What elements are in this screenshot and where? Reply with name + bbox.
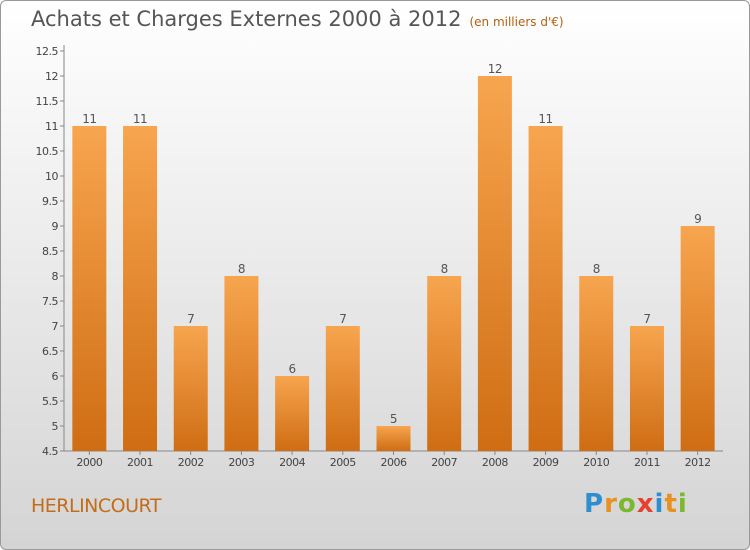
x-tick-label: 2007: [431, 456, 457, 469]
data-label: 11: [133, 112, 147, 126]
bar: [528, 126, 563, 451]
x-tick-label: 2010: [583, 456, 609, 469]
bar: [579, 276, 614, 451]
data-label: 8: [593, 262, 600, 276]
data-label: 11: [82, 112, 96, 126]
bar: [376, 426, 411, 451]
data-label: 5: [390, 412, 397, 426]
y-tick-label: 7.5: [42, 295, 58, 308]
data-label: 12: [488, 62, 502, 76]
x-tick-label: 2008: [482, 456, 508, 469]
y-tick-label: 10.5: [36, 145, 59, 158]
y-tick-label: 4.5: [42, 445, 58, 458]
bar: [477, 76, 512, 451]
logo-letter: t: [664, 489, 678, 519]
y-tick-label: 8.5: [42, 245, 58, 258]
y-tick-label: 12: [45, 70, 58, 83]
data-label: 6: [289, 362, 296, 376]
bar: [123, 126, 158, 451]
y-tick-label: 9.5: [42, 195, 58, 208]
logo-letter: r: [604, 489, 618, 519]
data-label: 7: [339, 312, 346, 326]
x-tick-label: 2002: [178, 456, 204, 469]
y-tick-label: 12.5: [36, 45, 59, 58]
logo-letter: i: [654, 489, 665, 519]
bar: [680, 226, 715, 451]
bar: [72, 126, 107, 451]
data-label: 8: [441, 262, 448, 276]
bar: [629, 326, 664, 451]
bar: [173, 326, 208, 451]
x-tick-label: 2003: [228, 456, 254, 469]
logo-letter: P: [584, 489, 605, 519]
x-tick-label: 2009: [533, 456, 559, 469]
data-label: 7: [187, 312, 194, 326]
proxiti-logo: Proxiti: [584, 489, 688, 519]
chart-title-text: Achats et Charges Externes 2000 à 2012: [31, 7, 462, 31]
data-label: 8: [238, 262, 245, 276]
y-tick-label: 6: [52, 370, 59, 383]
x-tick-label: 2000: [76, 456, 102, 469]
data-label: 7: [643, 312, 650, 326]
chart-bars: [72, 76, 715, 451]
y-tick-label: 5: [52, 420, 59, 433]
y-tick-label: 6.5: [42, 345, 58, 358]
logo-letter: x: [636, 489, 655, 519]
data-label: 11: [538, 112, 552, 126]
x-tick-label: 2012: [685, 456, 711, 469]
y-tick-label: 10: [45, 170, 58, 183]
bar: [275, 376, 310, 451]
x-tick-label: 2001: [127, 456, 153, 469]
bar: [325, 326, 360, 451]
y-tick-label: 7: [52, 320, 59, 333]
x-tick-label: 2005: [330, 456, 356, 469]
logo-letter: o: [617, 489, 637, 519]
chart-labels: 2000 11 2001 11 2002 7 2003 8 2004 6 2005 7 2006 5 200…: [76, 62, 711, 469]
bar: [224, 276, 259, 451]
bar: [427, 276, 462, 451]
commune-name: HERLINCOURT: [31, 495, 161, 517]
y-tick-label: 9: [52, 220, 59, 233]
x-tick-label: 2011: [634, 456, 660, 469]
logo-letter: i: [677, 489, 688, 519]
y-tick-label: 8: [52, 270, 59, 283]
data-label: 9: [694, 212, 701, 226]
y-tick-label: 5.5: [42, 395, 58, 408]
x-tick-label: 2006: [381, 456, 407, 469]
y-tick-label: 11: [45, 120, 58, 133]
x-tick-label: 2004: [279, 456, 305, 469]
chart-title: Achats et Charges Externes 2000 à 2012 (e…: [31, 7, 564, 31]
chart-unit: (en milliers d'€): [469, 15, 564, 29]
y-tick-label: 11.5: [36, 95, 59, 108]
